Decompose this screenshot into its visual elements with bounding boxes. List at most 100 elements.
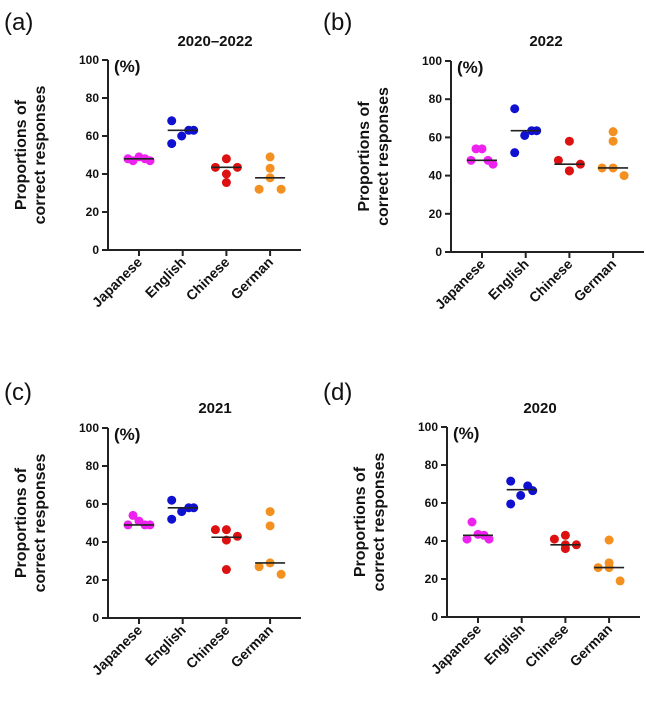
- y-tick-label: 0: [92, 611, 99, 625]
- data-point-english: [167, 116, 177, 126]
- x-tick-label-english: English: [485, 256, 532, 303]
- y-axis-label: Proportions of correct responses: [356, 87, 392, 226]
- data-point-german: [608, 136, 618, 146]
- data-point-english: [167, 495, 177, 505]
- data-point-chinese: [553, 155, 563, 165]
- data-point-german: [276, 184, 286, 194]
- data-point-english: [510, 148, 520, 158]
- y-axis-label-line: correct responses: [371, 453, 388, 592]
- panel-d: (d) 2020 Proportions of correct responses (%…: [323, 379, 640, 677]
- y-axis-label: Proportions of correct responses: [13, 454, 49, 593]
- data-point-chinese: [221, 525, 231, 535]
- panel-a: (a) 2020–2022 Proportions of correct respon…: [4, 9, 301, 310]
- data-point-german: [608, 127, 618, 137]
- x-tick-label-german: German: [566, 621, 615, 670]
- data-point-german: [254, 184, 264, 194]
- panel-label: (a): [4, 9, 33, 36]
- y-tick-label: 60: [429, 130, 443, 144]
- y-tick-label: 100: [418, 420, 438, 434]
- y-axis-label-line: Proportions of: [13, 99, 30, 210]
- data-point-german: [254, 562, 264, 572]
- y-tick-label: 80: [86, 91, 100, 105]
- data-point-chinese: [560, 544, 570, 554]
- chart-title: 2022: [529, 33, 562, 50]
- data-point-german: [265, 521, 275, 531]
- data-point-chinese: [221, 565, 231, 575]
- x-tick-label-chinese: Chinese: [183, 622, 233, 672]
- y-tick-label: 40: [425, 534, 439, 548]
- y-tick-label: 60: [425, 496, 439, 510]
- y-tick-label: 0: [435, 245, 442, 259]
- data-point-german: [619, 171, 629, 181]
- y-axis-label-line: Proportions of: [352, 466, 369, 577]
- y-tick-label: 20: [86, 205, 100, 219]
- panel-b: (b) 2022 Proportions of correct responses (%…: [323, 9, 644, 312]
- y-axis-label-line: correct responses: [32, 86, 49, 225]
- y-tick-label: 20: [86, 573, 100, 587]
- data-point-english: [177, 507, 187, 517]
- x-tick-label-english: English: [142, 622, 189, 669]
- data-point-japanese: [462, 534, 472, 544]
- data-point-german: [604, 535, 614, 545]
- data-point-chinese: [564, 136, 574, 146]
- y-tick-label: 40: [86, 535, 100, 549]
- x-tick-label-german: German: [570, 256, 619, 305]
- y-tick-label: 100: [79, 53, 99, 67]
- data-point-english: [167, 514, 177, 524]
- data-point-japanese: [477, 144, 487, 154]
- unit-label: (%): [114, 57, 140, 76]
- unit-label: (%): [457, 58, 483, 77]
- data-point-german: [265, 152, 275, 162]
- data-point-japanese: [488, 159, 498, 169]
- data-point-english: [167, 139, 177, 149]
- data-point-japanese: [145, 156, 155, 166]
- x-tick-label-german: German: [227, 622, 276, 671]
- y-tick-label: 40: [429, 169, 443, 183]
- data-point-english: [177, 131, 187, 141]
- data-point-japanese: [467, 517, 477, 527]
- chart-title: 2021: [198, 400, 231, 417]
- y-tick-label: 0: [431, 610, 438, 624]
- y-tick-label: 80: [425, 458, 439, 472]
- x-tick-label-chinese: Chinese: [522, 621, 572, 671]
- panel-label: (d): [323, 379, 352, 406]
- data-point-chinese: [210, 525, 220, 535]
- data-point-chinese: [221, 169, 231, 179]
- y-axis-label: Proportions of correct responses: [13, 86, 49, 225]
- panel-label: (c): [4, 379, 32, 406]
- y-tick-label: 100: [422, 54, 442, 68]
- y-tick-label: 60: [86, 497, 100, 511]
- x-tick-label-japanese: Japanese: [89, 622, 146, 679]
- data-point-chinese: [232, 531, 242, 541]
- y-tick-label: 20: [425, 572, 439, 586]
- y-tick-label: 20: [429, 207, 443, 221]
- y-tick-label: 80: [86, 459, 100, 473]
- data-point-english: [516, 490, 526, 500]
- data-point-chinese: [549, 534, 559, 544]
- data-point-japanese: [128, 510, 138, 520]
- data-point-english: [506, 476, 516, 486]
- data-point-english: [520, 130, 530, 140]
- y-tick-label: 60: [86, 129, 100, 143]
- unit-label: (%): [453, 424, 479, 443]
- data-point-english: [506, 499, 516, 509]
- x-tick-label-chinese: Chinese: [526, 256, 576, 306]
- x-tick-label-english: English: [142, 254, 189, 301]
- y-axis-label: Proportions of correct responses: [352, 453, 388, 592]
- data-point-chinese: [221, 178, 231, 188]
- data-point-german: [265, 163, 275, 173]
- data-point-german: [615, 576, 625, 586]
- y-axis-label-line: Proportions of: [356, 101, 373, 212]
- y-axis-label-line: correct responses: [32, 454, 49, 593]
- y-tick-label: 40: [86, 167, 100, 181]
- x-tick-label-japanese: Japanese: [89, 254, 146, 311]
- data-point-english: [510, 104, 520, 114]
- x-tick-label-chinese: Chinese: [183, 254, 233, 304]
- data-point-chinese: [564, 166, 574, 176]
- chart-title: 2020: [523, 400, 556, 417]
- data-point-english: [528, 486, 538, 496]
- x-tick-label-german: German: [227, 254, 276, 303]
- x-tick-label-english: English: [481, 621, 528, 668]
- data-point-chinese: [221, 154, 231, 164]
